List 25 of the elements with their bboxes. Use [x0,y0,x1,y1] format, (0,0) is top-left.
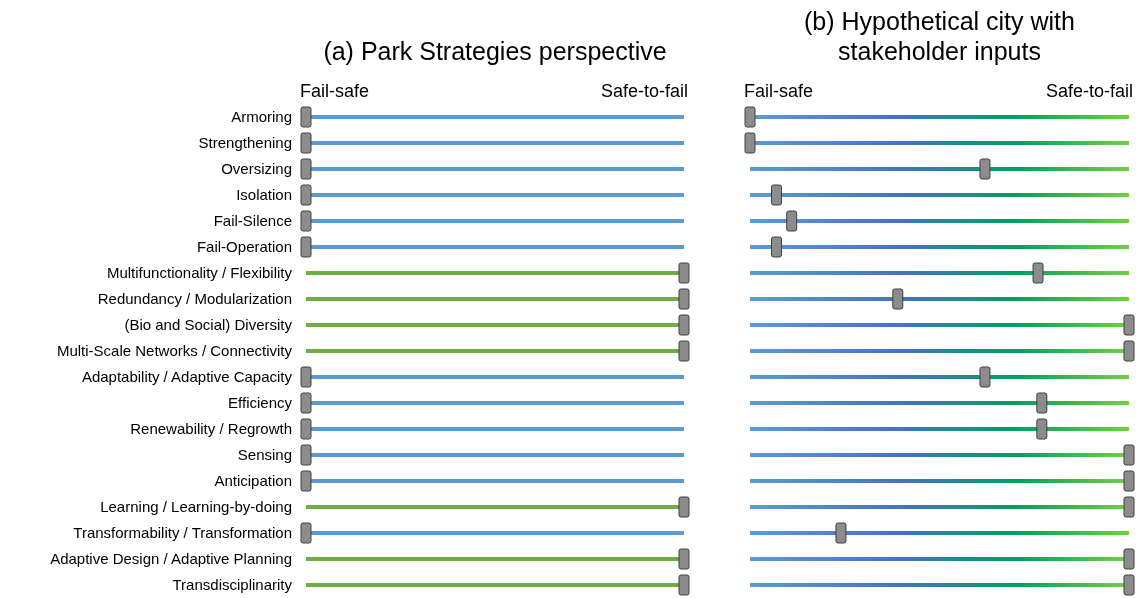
y-tick-label: Transdisciplinarity [172,576,293,593]
text: Safe-to-fail [1045,81,1133,101]
text: Safe-to-fail [600,81,688,101]
y-tick-label: Sensing [237,446,292,463]
text: Fail-safe [300,81,370,101]
y-tick-label: Strengthening [198,134,292,151]
y-tick-label: Learning / Learning-by-doing [100,498,292,515]
y-tick-label: Renewability / Regrowth [130,420,292,437]
y-tick-label: Anticipation [214,472,292,489]
y-tick-label: Efficiency [228,394,293,411]
y-tick-label: Armoring [231,108,292,125]
y-tick-label: Isolation [236,186,292,203]
y-tick-label: Multifunctionality / Flexibility [106,264,293,281]
chart-title: (a) Park Strategies perspective [323,37,667,65]
text: Fail-safe [744,81,814,101]
y-tick-label: Multi-Scale Networks / Connectivity [56,342,293,359]
y-tick-label: Transformability / Transformation [73,524,292,541]
y-tick-label: Fail-Operation [196,238,292,255]
y-tick-label: (Bio and Social) Diversity [124,316,293,333]
y-tick-label: Fail-Silence [213,212,292,229]
chart-title: (b) Hypothetical city with stakeholder inputs [804,7,1075,65]
y-tick-label: Adaptive Design / Adaptive Planning [50,550,292,567]
y-tick-label: Adaptability / Adaptive Capacity [81,368,293,385]
y-tick-label: Oversizing [221,160,292,177]
y-tick-label: Redundancy / Modularization [97,290,292,307]
